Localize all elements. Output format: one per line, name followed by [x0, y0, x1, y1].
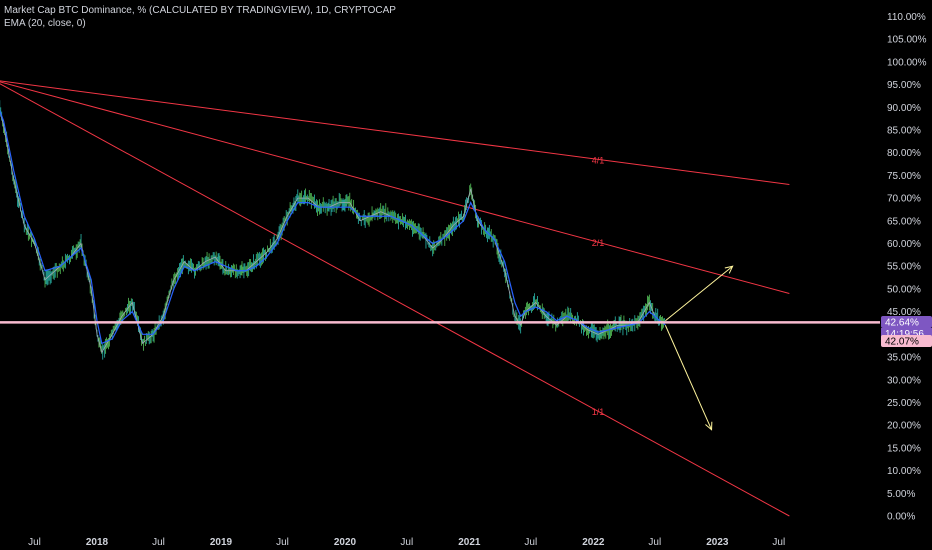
x-tick-label: 2021 — [458, 537, 481, 548]
y-tick-label: 30.00% — [887, 375, 921, 386]
y-tick-label: 25.00% — [887, 398, 921, 409]
x-tick-label: Jul — [772, 537, 785, 548]
y-tick-label: 100.00% — [887, 57, 927, 68]
price-badge-value: 42.64% — [885, 318, 919, 329]
plot-area[interactable]: 4/1 2/1 1/1 — [0, 79, 880, 517]
x-tick-label: Jul — [524, 537, 537, 548]
x-tick-label: Jul — [400, 537, 413, 548]
y-tick-label: 50.00% — [887, 284, 921, 295]
y-tick-label: 75.00% — [887, 171, 921, 182]
x-tick-label: 2019 — [210, 537, 233, 548]
price-badge — [881, 316, 932, 328]
y-tick-label: 0.00% — [887, 512, 915, 523]
y-tick-label: 60.00% — [887, 239, 921, 250]
fan-line-4-1 — [0, 80, 790, 185]
y-tick-label: 105.00% — [887, 35, 927, 46]
arrow-shaft — [665, 265, 733, 322]
x-tick-label: 2018 — [86, 537, 109, 548]
ema-badge — [881, 335, 932, 347]
countdown-badge-value: 14:19:56 — [885, 329, 924, 340]
y-tick-label: 65.00% — [887, 216, 921, 227]
y-tick-label: 5.00% — [887, 489, 915, 500]
fan-label: 1/1 — [592, 407, 605, 417]
y-axis[interactable]: 110.00% 105.00% 100.00% 95.00% 90.00% 85.00% 8… — [887, 12, 927, 523]
y-tick-label: 45.00% — [887, 307, 921, 318]
x-tick-label: Jul — [276, 537, 289, 548]
price-badges: 42.64% 14:19:56 42.07% — [881, 316, 932, 348]
y-tick-label: 85.00% — [887, 125, 921, 136]
fan-label: 4/1 — [592, 155, 605, 165]
x-tick-label: 2022 — [582, 537, 605, 548]
fan-line-2-1 — [0, 81, 790, 294]
y-tick-label: 10.00% — [887, 466, 921, 477]
x-tick-label: 2020 — [334, 537, 357, 548]
y-tick-label: 20.00% — [887, 421, 921, 432]
countdown-badge — [881, 328, 932, 339]
x-axis[interactable]: Jul 2018 Jul 2019 Jul 2020 Jul 2021 Jul 2022 Jul 20… — [28, 537, 785, 548]
arrow-shaft — [664, 325, 713, 430]
ema-line — [0, 109, 666, 345]
y-tick-label: 90.00% — [887, 103, 921, 114]
price-line — [0, 109, 666, 354]
ema-badge-value: 42.07% — [885, 337, 919, 348]
y-tick-label: 55.00% — [887, 262, 921, 273]
y-tick-label: 35.00% — [887, 353, 921, 364]
x-tick-label: Jul — [152, 537, 165, 548]
y-tick-label: 110.00% — [887, 12, 926, 23]
x-tick-label: Jul — [28, 537, 41, 548]
arrow-head — [724, 265, 734, 274]
chart-legend: Market Cap BTC Dominance, % (CALCULATED … — [4, 4, 396, 30]
y-tick-label: 15.00% — [887, 443, 921, 454]
fan-line-1-1 — [0, 83, 790, 517]
legend-indicator: EMA (20, close, 0) — [4, 18, 86, 29]
y-tick-label: 95.00% — [887, 80, 921, 91]
y-tick-label: 80.00% — [887, 148, 921, 159]
x-tick-label: Jul — [648, 537, 661, 548]
arrow-head — [705, 421, 713, 431]
x-tick-label: 2023 — [706, 537, 729, 548]
y-tick-label: 70.00% — [887, 194, 921, 205]
fan-label: 2/1 — [592, 238, 605, 248]
legend-title: Market Cap BTC Dominance, % (CALCULATED … — [4, 5, 396, 16]
